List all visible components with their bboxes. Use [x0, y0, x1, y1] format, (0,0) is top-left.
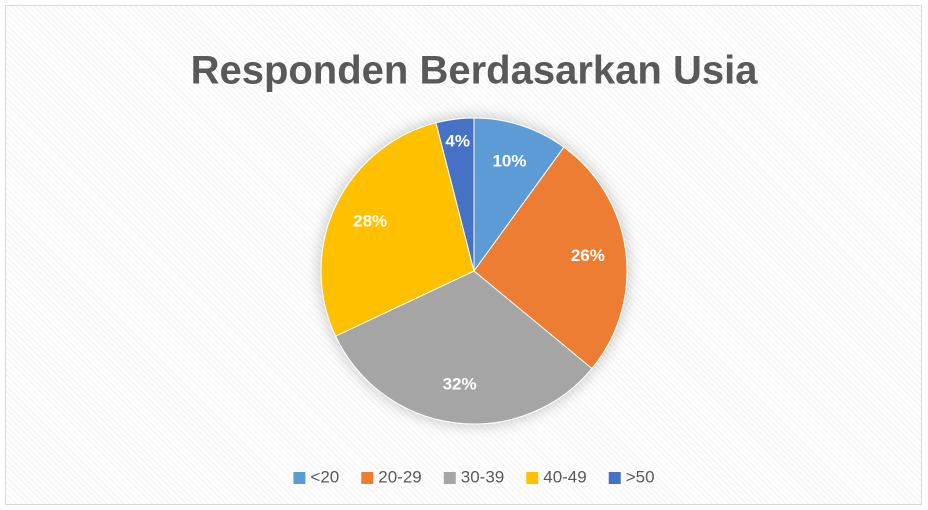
pie-slice [320, 122, 475, 337]
pie-slice [334, 270, 593, 425]
data-label: 28% [353, 212, 387, 231]
legend-swatch [361, 472, 374, 484]
chart-title: Responden Berdasarkan Usia [191, 49, 759, 93]
legend-label: 20-29 [378, 467, 421, 486]
pie-slice [473, 117, 565, 273]
legend-label: 30-39 [461, 467, 504, 486]
data-label: 10% [492, 151, 526, 170]
pie-slice [435, 117, 475, 272]
pie [320, 117, 628, 425]
legend-swatch [443, 472, 456, 484]
data-label: 4% [445, 131, 470, 150]
legend-label: 40-49 [543, 467, 586, 486]
legend-label: <20 [310, 467, 339, 486]
legend-swatch [293, 472, 306, 484]
legend-swatch [526, 472, 539, 484]
legend-swatch [608, 472, 621, 484]
pie-slice [473, 146, 628, 370]
data-label: 26% [571, 246, 605, 265]
legend-label: >50 [626, 467, 655, 486]
data-label: 32% [443, 374, 477, 393]
